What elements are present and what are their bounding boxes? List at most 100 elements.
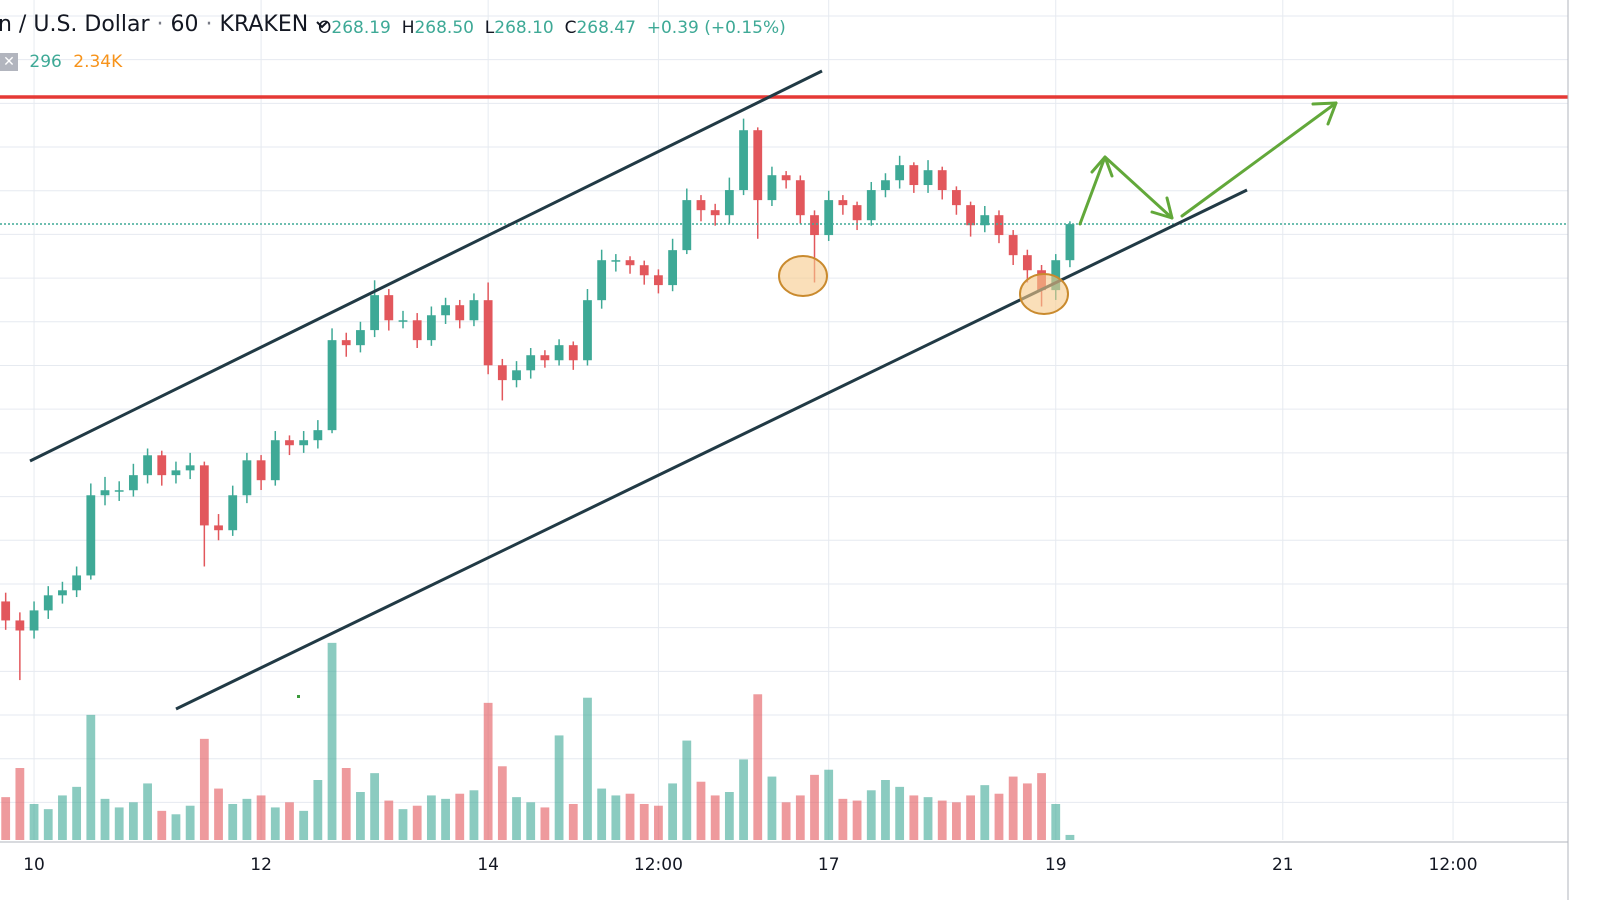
candle-body bbox=[824, 200, 834, 236]
x-tick-label: 10 bbox=[23, 855, 45, 875]
candle-body bbox=[952, 190, 961, 206]
volume-bar bbox=[455, 793, 465, 840]
volume-bar bbox=[583, 697, 592, 840]
volume-bar bbox=[838, 798, 848, 840]
candle-body bbox=[100, 490, 110, 496]
candle-body bbox=[356, 330, 365, 346]
candle-body bbox=[966, 205, 975, 226]
volume-bar bbox=[1051, 804, 1061, 840]
candle-body bbox=[384, 295, 394, 321]
x-tick-label: 17 bbox=[818, 855, 840, 875]
candle-body bbox=[299, 440, 309, 446]
candle-body bbox=[199, 465, 209, 526]
volume-bar bbox=[682, 740, 692, 840]
volume-bar bbox=[185, 805, 195, 840]
volume-bar bbox=[696, 781, 706, 840]
candle-body bbox=[611, 260, 621, 262]
symbol-header: n / U.S. Dollar · 60 · KRAKEN bbox=[0, 12, 329, 37]
candle-body bbox=[171, 470, 181, 476]
candle-body bbox=[412, 320, 422, 341]
volume-bar bbox=[568, 804, 578, 840]
volume-bar bbox=[668, 783, 678, 840]
volume-bar bbox=[384, 800, 394, 840]
volume-bar bbox=[597, 788, 607, 840]
volume-bar bbox=[356, 792, 365, 840]
volume-bar bbox=[72, 786, 82, 840]
candle-body bbox=[1022, 255, 1032, 271]
candle-body bbox=[1, 601, 11, 621]
c-value: 268.47 bbox=[576, 18, 636, 38]
candle-body bbox=[526, 355, 536, 371]
volume-bar bbox=[171, 814, 181, 840]
candle-body bbox=[909, 165, 919, 186]
x-tick-label: 21 bbox=[1272, 855, 1294, 875]
volume-bar bbox=[242, 798, 252, 840]
volume-bar bbox=[157, 810, 167, 840]
volume-bar bbox=[214, 788, 223, 840]
volume-bar bbox=[43, 809, 53, 840]
volume-bar bbox=[256, 795, 266, 840]
candle-body bbox=[185, 465, 195, 471]
candle-body bbox=[696, 200, 706, 211]
volume-bar bbox=[540, 807, 550, 840]
volume-bar bbox=[469, 790, 479, 840]
ohlc-legend: O268.19 H268.50 L268.10 C268.47 +0.39 (+… bbox=[318, 18, 786, 38]
candle-body bbox=[739, 130, 748, 191]
close-button[interactable]: ✕ bbox=[0, 53, 18, 71]
highlight-circle[interactable] bbox=[1019, 273, 1069, 315]
volume-bar bbox=[1037, 773, 1046, 840]
highlight-circle[interactable] bbox=[778, 255, 828, 297]
candle-body bbox=[441, 305, 450, 316]
candle-body bbox=[1065, 224, 1075, 261]
volume-bar bbox=[327, 642, 337, 840]
channel-lower[interactable] bbox=[175, 188, 1248, 711]
volume-bar bbox=[781, 802, 791, 840]
candle-body bbox=[114, 490, 124, 492]
volume-bar bbox=[441, 798, 450, 840]
candle-body bbox=[313, 430, 323, 441]
candle-body bbox=[866, 190, 876, 221]
candle-body bbox=[469, 300, 479, 321]
forecast-arrows[interactable] bbox=[1078, 101, 1338, 226]
candle-body bbox=[86, 495, 96, 576]
candle-body bbox=[426, 315, 436, 341]
volume-bar bbox=[824, 769, 834, 840]
volume-bar bbox=[483, 702, 493, 840]
dropdown-chevron[interactable] bbox=[315, 18, 329, 32]
volume-bar bbox=[370, 773, 380, 840]
volume-bar bbox=[512, 797, 521, 840]
volume-bar bbox=[980, 785, 990, 840]
volume-bar bbox=[895, 786, 905, 840]
candle-body bbox=[554, 345, 564, 361]
volume-bar bbox=[767, 776, 777, 840]
volume-bar bbox=[15, 768, 25, 840]
candle-body bbox=[994, 215, 1004, 236]
channel-upper[interactable] bbox=[29, 69, 823, 463]
l-label: L bbox=[484, 18, 495, 38]
candle-body bbox=[568, 345, 578, 361]
volume-bar bbox=[114, 807, 124, 840]
candle-body bbox=[639, 265, 649, 276]
o-value: 268.19 bbox=[331, 18, 391, 38]
o-label: O bbox=[318, 18, 332, 38]
volume-bar bbox=[554, 735, 564, 840]
volume-bar bbox=[526, 802, 536, 840]
volume-bar bbox=[58, 795, 67, 840]
candle-body bbox=[341, 340, 351, 346]
volume-bar bbox=[1065, 834, 1075, 840]
x-tick-label: 12:00 bbox=[634, 855, 683, 875]
volume-bar bbox=[412, 805, 422, 840]
symbol[interactable]: n / U.S. Dollar bbox=[0, 12, 150, 37]
candle-body bbox=[483, 300, 493, 366]
x-tick-label: 14 bbox=[477, 855, 499, 875]
volume-bar bbox=[313, 780, 323, 840]
interval[interactable]: 60 bbox=[170, 12, 199, 37]
l-value: 268.10 bbox=[494, 18, 554, 38]
exchange[interactable]: KRAKEN bbox=[219, 12, 309, 37]
candle-body bbox=[895, 165, 905, 181]
c-label: C bbox=[564, 18, 577, 38]
volume-bar bbox=[299, 810, 309, 840]
volume-bar bbox=[611, 795, 621, 840]
volume-bar bbox=[724, 792, 734, 840]
candle-body bbox=[497, 365, 507, 381]
